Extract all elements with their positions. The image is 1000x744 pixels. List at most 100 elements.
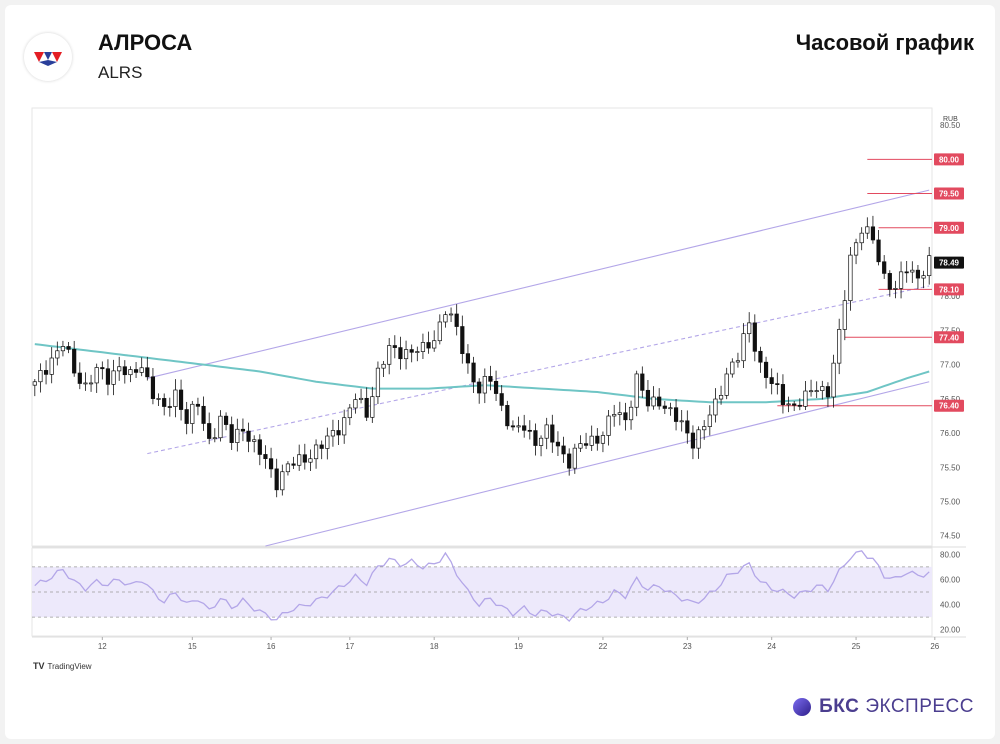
candle xyxy=(353,393,358,414)
candle xyxy=(882,255,887,279)
candle xyxy=(657,388,662,410)
candle-body xyxy=(848,254,853,302)
candle xyxy=(775,372,780,395)
candle xyxy=(105,359,111,396)
candle xyxy=(313,439,319,469)
candle xyxy=(741,323,746,369)
candle-body xyxy=(240,428,246,432)
x-tick-label: 24 xyxy=(767,642,776,651)
candle-body xyxy=(578,443,583,449)
candle-body xyxy=(448,313,454,316)
candle xyxy=(550,414,555,453)
candle xyxy=(797,398,802,411)
candle-body xyxy=(831,362,836,398)
candle xyxy=(538,435,544,457)
candle xyxy=(842,290,847,341)
candle-body xyxy=(685,420,690,434)
candle-body xyxy=(454,313,459,327)
candle xyxy=(724,367,729,400)
level-badge xyxy=(934,331,964,344)
candle-body xyxy=(808,390,814,393)
x-tick-label: 22 xyxy=(598,642,607,651)
candle xyxy=(409,344,414,363)
candle-body xyxy=(904,271,909,274)
candle-body xyxy=(859,232,864,244)
candle xyxy=(471,356,476,393)
candle xyxy=(257,434,262,466)
candle xyxy=(88,374,94,392)
candle xyxy=(156,393,161,406)
candle-body xyxy=(268,458,274,470)
candle-body xyxy=(364,397,369,418)
price-labels: 80.00 79.50 79.00 78.10 77.40 76.40 78.49 xyxy=(934,153,964,412)
candle-body xyxy=(837,329,842,364)
candle xyxy=(493,370,499,401)
y-tick-label: 76.00 xyxy=(940,429,961,438)
candle-body xyxy=(555,441,561,447)
x-tick-label: 12 xyxy=(98,642,107,651)
candle xyxy=(32,379,37,397)
candle xyxy=(291,456,296,469)
candle xyxy=(696,426,701,459)
candle-body xyxy=(887,273,892,290)
candle-body xyxy=(201,405,206,424)
candle xyxy=(162,393,167,416)
candle-body xyxy=(769,377,774,384)
candle-body xyxy=(88,382,94,385)
channel-upper-line xyxy=(147,189,930,379)
candle-body xyxy=(825,386,831,398)
candle-body xyxy=(178,389,184,410)
candle xyxy=(297,444,302,471)
candle-body xyxy=(465,353,471,364)
level-badge xyxy=(934,187,964,200)
candle xyxy=(752,314,757,362)
candle xyxy=(145,356,150,381)
candle-body xyxy=(291,463,296,466)
candle-body xyxy=(567,453,572,469)
x-tick-label: 16 xyxy=(267,642,276,651)
candle-body xyxy=(77,372,82,384)
candle-body xyxy=(409,349,414,353)
candle xyxy=(595,428,600,451)
candle-body xyxy=(505,405,510,427)
candle xyxy=(617,401,622,426)
candle-body xyxy=(482,376,487,394)
candle-body xyxy=(246,430,251,442)
candle-body xyxy=(150,376,156,399)
candle xyxy=(887,270,892,297)
candle-body xyxy=(741,333,746,362)
candle xyxy=(342,409,347,444)
candle-body xyxy=(437,321,442,342)
candle-body xyxy=(679,420,684,423)
candle-body xyxy=(66,346,71,350)
rsi-panel: 20.00 40.00 60.00 80.00 xyxy=(32,550,961,635)
y-tick-label: 74.50 xyxy=(940,532,961,541)
candle-body xyxy=(235,428,240,443)
bks-icon xyxy=(793,698,812,716)
candle-body xyxy=(780,384,786,405)
candle xyxy=(454,304,459,336)
candle xyxy=(443,311,448,328)
candle xyxy=(426,331,431,354)
level-badge-label: 77.40 xyxy=(939,333,960,342)
candle-body xyxy=(229,424,234,443)
candle xyxy=(600,431,606,453)
candle-body xyxy=(533,430,538,446)
candle xyxy=(178,379,184,421)
candle-body xyxy=(538,437,544,446)
bks-rest-label: ЭКСПРЕСС xyxy=(865,696,974,717)
candle xyxy=(128,366,133,383)
candle-body xyxy=(527,429,532,432)
candle xyxy=(527,420,532,440)
candle xyxy=(628,400,634,430)
candle-body xyxy=(358,397,364,400)
candle xyxy=(763,356,769,389)
candle xyxy=(651,386,656,410)
candle xyxy=(488,365,493,391)
candle xyxy=(662,400,667,415)
candle xyxy=(347,404,352,426)
candle-body xyxy=(550,424,555,443)
candle xyxy=(921,270,926,289)
x-tick-label: 17 xyxy=(345,642,354,651)
